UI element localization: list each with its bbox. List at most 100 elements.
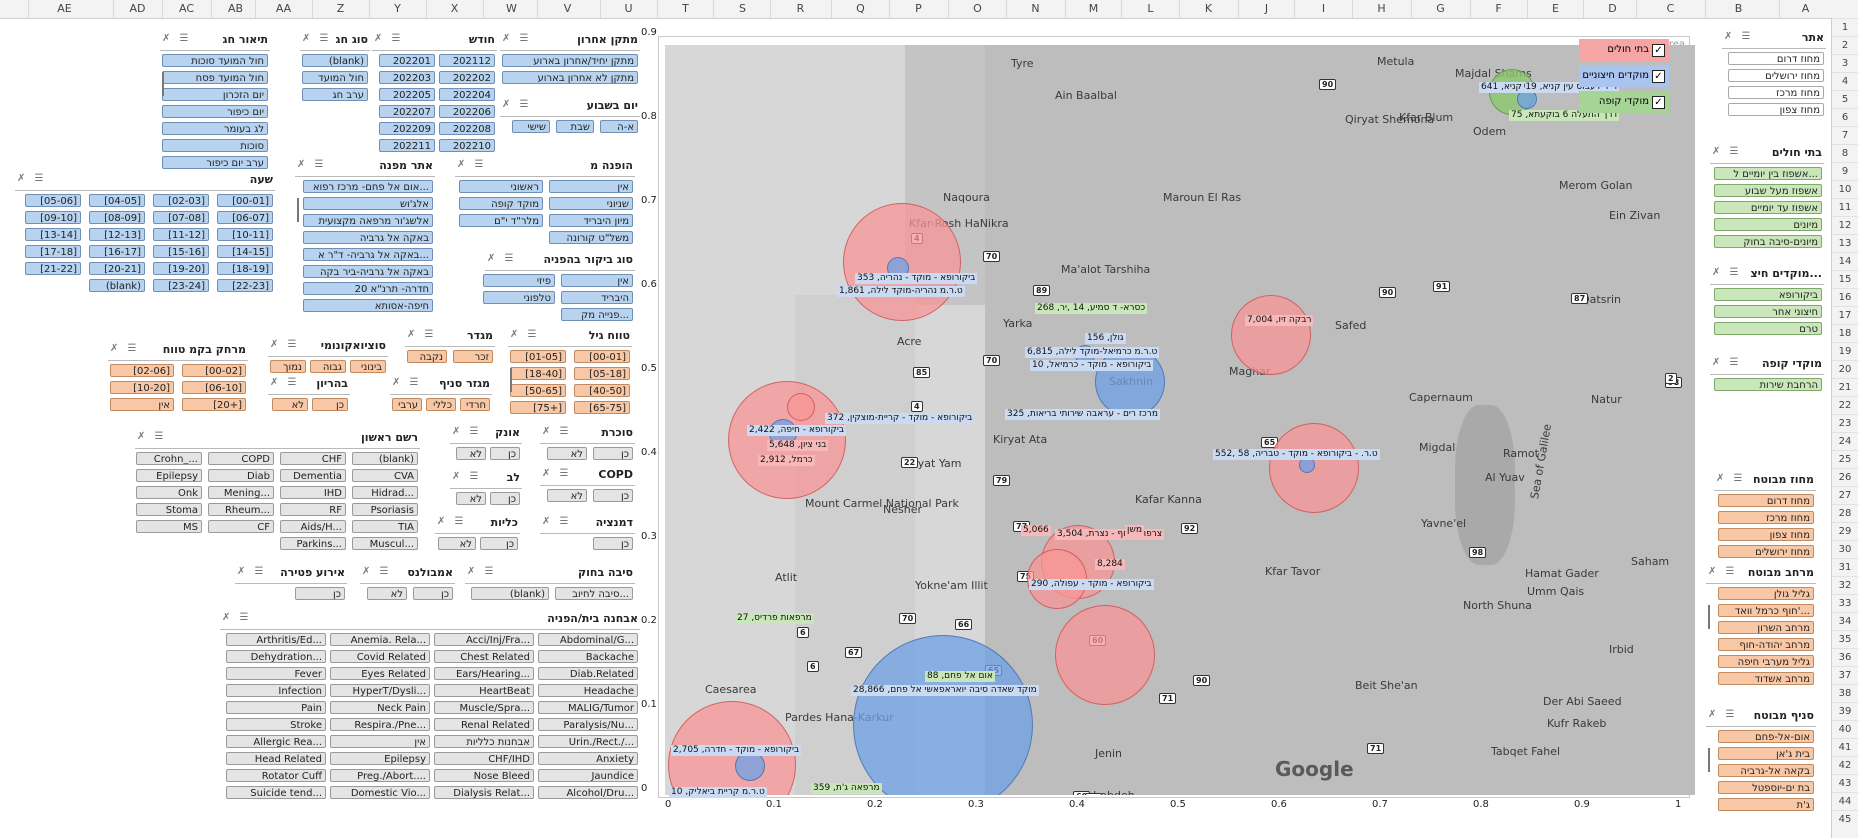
slicer-item[interactable]: 202206: [439, 105, 495, 118]
slicer-item[interactable]: [65-75]: [574, 401, 630, 414]
slicer-item[interactable]: ג'ת: [1718, 798, 1814, 811]
slicer-item[interactable]: בת ים-יוספטל: [1718, 781, 1814, 794]
slicer-item[interactable]: Paralysis/Nu...: [538, 718, 638, 731]
row-header-30[interactable]: 30: [1832, 540, 1858, 557]
column-header-l[interactable]: L: [1121, 0, 1179, 18]
slicer-item[interactable]: 202208: [439, 122, 495, 135]
slicer-item[interactable]: Psoriasis: [352, 503, 418, 516]
clear-filter-icon[interactable]: ✗ ☰: [452, 426, 482, 437]
clear-filter-icon[interactable]: ✗ ☰: [542, 426, 572, 437]
slicer-chodesh[interactable]: חודש ✗ ☰ 202112 202201 202202 202203 202204 202…: [372, 32, 497, 152]
map-bubble[interactable]: [1095, 347, 1165, 417]
slicer-item[interactable]: כן: [413, 587, 453, 600]
slicer-item[interactable]: [19-20]: [153, 262, 209, 275]
slicer-item[interactable]: אבחנות כלליות: [434, 735, 534, 748]
slicer-teur-chag[interactable]: תיאור חג ✗ ☰ חול המועד סוכות חול המועד פסח י…: [160, 32, 270, 169]
slicer-siba-bachok[interactable]: סיבה בחוק ✗ ☰ סיבה לחיוב... (blank): [465, 565, 635, 605]
bubble-data-label[interactable]: ביקורופא - מוקד - עפולה, 290: [1029, 579, 1154, 590]
slicer-item[interactable]: HeartBeat: [434, 684, 534, 697]
column-header-t[interactable]: T: [656, 0, 714, 18]
slicer-item[interactable]: HyperT/Dysli...: [330, 684, 430, 697]
slicer-item[interactable]: שניוני: [549, 197, 633, 210]
slicer-item[interactable]: [50-65]: [510, 384, 566, 397]
slicer-item[interactable]: Urin./Rect./...: [538, 735, 638, 748]
row-header-24[interactable]: 24: [1832, 432, 1858, 449]
slicer-item[interactable]: Covid Related: [330, 650, 430, 663]
slicer-item[interactable]: Rheum...: [208, 503, 274, 516]
slicer-item[interactable]: א-ה: [600, 120, 638, 133]
slicer-item[interactable]: היבריד: [561, 291, 633, 304]
bubble-data-label[interactable]: משן: [1125, 525, 1144, 536]
slicer-item[interactable]: Eyes Related: [330, 667, 430, 680]
slicer-atar-mafne[interactable]: אתר מפנה ✗ ☰ אום אל פחם- מרכז רפוא... אלג'ו…: [295, 158, 435, 312]
row-header-45[interactable]: 45: [1832, 810, 1858, 827]
slicer-item[interactable]: Fever: [226, 667, 326, 680]
slicer-item[interactable]: Epilepsy: [136, 469, 202, 482]
slicer-resham-rishon[interactable]: רשם ראשון ✗ ☰ (blank) CHF COPD Crohn_... CVA De…: [135, 430, 420, 560]
slicer-item[interactable]: [40-50]: [574, 384, 630, 397]
slicer-onk[interactable]: אונק ✗ ☰ כן לא: [450, 425, 522, 465]
clear-filter-icon[interactable]: ✗ ☰: [374, 33, 404, 44]
slicer-sug-bikur[interactable]: סוג ביקור בהפניה ✗ ☰ אין פיזי היבריד טלפוני פנ…: [483, 252, 635, 321]
clear-filter-icon[interactable]: ✗ ☰: [502, 99, 532, 110]
row-header-7[interactable]: 7: [1832, 126, 1858, 143]
slicer-item[interactable]: 202210: [439, 139, 495, 152]
slicer-item[interactable]: [10-20]: [110, 381, 174, 394]
slicer-item[interactable]: גבוה: [310, 360, 346, 373]
slicer-item[interactable]: [00-01]: [217, 194, 273, 207]
slicer-item[interactable]: מתקן יחיד/אחרון בארוע: [502, 54, 638, 67]
slicer-item[interactable]: מחוז דרום: [1718, 494, 1814, 507]
bubble-data-label[interactable]: ביקורופא - מוקד - קריית-מוצקין, 372: [825, 413, 975, 424]
slicer-item[interactable]: [17-18]: [25, 245, 81, 258]
slicer-item[interactable]: סיבה לחיוב...: [555, 587, 633, 600]
slicer-copd[interactable]: COPD ✗ ☰ כן לא: [540, 467, 635, 507]
slicer-item[interactable]: ראשוני: [459, 180, 543, 193]
slicer-item[interactable]: נקבה: [407, 350, 447, 363]
row-header-13[interactable]: 13: [1832, 234, 1858, 251]
bubble-data-label[interactable]: בני ציון, 5,648: [767, 440, 829, 451]
slicer-item[interactable]: [22-23]: [217, 279, 273, 292]
bubble-data-label[interactable]: ט.ר.מ נהריה-מוקד לילה, 1,861: [837, 286, 965, 297]
slicer-item[interactable]: 202211: [379, 139, 435, 152]
slicer-item[interactable]: אום-אל-פחם: [1718, 730, 1814, 743]
slicer-item[interactable]: מוקד קופה: [459, 197, 543, 210]
slicer-item[interactable]: [07-08]: [153, 211, 209, 224]
column-header-ad[interactable]: AD: [112, 0, 162, 18]
slicer-ambulans[interactable]: אמבולנס ✗ ☰ כן לא: [360, 565, 455, 605]
row-header-4[interactable]: 4: [1832, 72, 1858, 89]
row-header-37[interactable]: 37: [1832, 666, 1858, 683]
slicer-item[interactable]: 202205: [379, 88, 435, 101]
slicer-item[interactable]: לא: [547, 489, 587, 502]
bubble-data-label[interactable]: גולן, 156: [1085, 333, 1126, 344]
bubble-data-label[interactable]: 8,284: [1095, 559, 1125, 570]
slicer-item[interactable]: טלפוני: [483, 291, 555, 304]
slicer-item[interactable]: Muscle/Spra...: [434, 701, 534, 714]
slicer-item[interactable]: לא: [456, 447, 486, 460]
map-bubble[interactable]: [843, 203, 961, 321]
slicer-item[interactable]: Dementia: [280, 469, 346, 482]
slicer-eirua-ptira[interactable]: אירוע פטירה ✗ ☰ כן: [235, 565, 347, 605]
clear-filter-icon[interactable]: ✗ ☰: [1712, 357, 1742, 368]
clear-filter-icon[interactable]: ✗ ☰: [1708, 709, 1738, 720]
slicer-item[interactable]: ערב חג: [302, 88, 368, 101]
row-header-41[interactable]: 41: [1832, 738, 1858, 755]
legend-checkbox-icon[interactable]: ✓: [1652, 70, 1665, 83]
slicer-yom-bashavua[interactable]: יום בשבוע ✗ ☰ א-ה שבת שישי: [500, 98, 640, 138]
slicer-klayot[interactable]: כליות ✗ ☰ כן לא: [435, 515, 520, 555]
slicer-item[interactable]: לא: [547, 447, 587, 460]
slicer-item[interactable]: אין: [549, 180, 633, 193]
row-header-32[interactable]: 32: [1832, 576, 1858, 593]
column-header-j[interactable]: J: [1237, 0, 1295, 18]
slicer-item[interactable]: באקה אל גרביה-ביר בקה: [303, 265, 433, 278]
bubble-data-label[interactable]: מוקד שאדה סיבה יואראפאשי אל פחם, 28,866: [851, 685, 1039, 696]
slicer-item[interactable]: טרם: [1714, 322, 1822, 335]
slicer-item[interactable]: Neck Pain: [330, 701, 430, 714]
slicer-item[interactable]: חול המועד סוכות: [162, 54, 268, 67]
column-header-s[interactable]: S: [713, 0, 771, 18]
slicer-item[interactable]: אין: [561, 274, 633, 287]
slicer-item[interactable]: כן: [490, 492, 520, 505]
bubble-data-label[interactable]: קניא, 641: [1479, 82, 1524, 93]
slicer-mitkan-acharon[interactable]: מתקן אחרון ✗ ☰ מתקן יחיד/אחרון בארוע מתקן ל…: [500, 32, 640, 90]
slicer-item[interactable]: שישי: [512, 120, 550, 133]
slicer-item[interactable]: (blank): [471, 587, 549, 600]
